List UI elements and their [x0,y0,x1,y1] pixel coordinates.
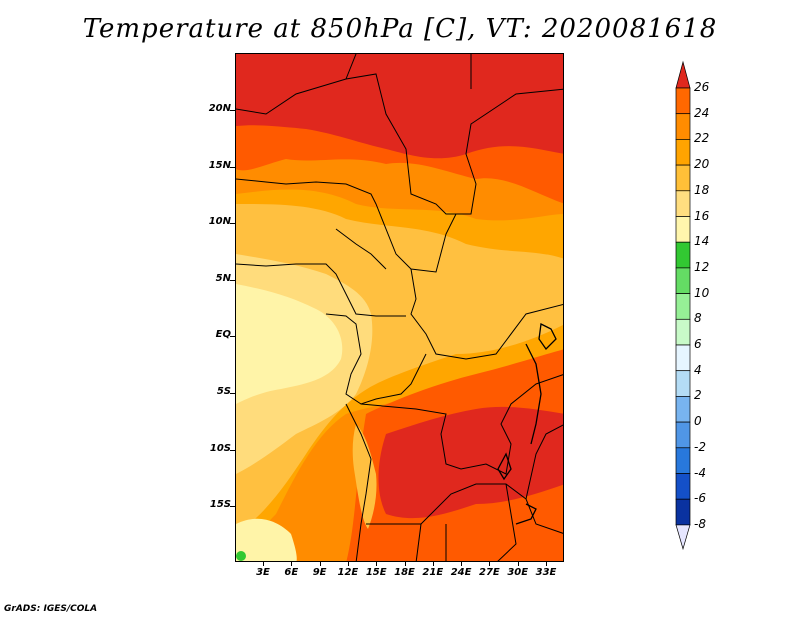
lake-outlines [497,323,557,525]
colorbar-label: 10 [694,285,710,300]
colorbar-swatch [675,190,691,217]
longitude-tick [404,562,406,566]
latitude-label: EQ [215,329,231,341]
colorbar [675,60,691,551]
latitude-label: 5S [216,386,231,397]
longitude-tick [546,562,547,566]
colorbar-bottom-arrow [675,524,691,551]
longitude-tick [263,562,264,566]
colorbar-label: 12 [694,259,710,274]
colorbar-label: 16 [694,208,710,223]
longitude-label: 24E [450,567,472,578]
latitude-label: 10N [208,216,231,228]
latitude-label: 15S [209,499,231,511]
latitude-tick [230,506,235,508]
longitude-label: 3E [256,567,270,578]
latitude-tick [230,110,235,111]
colorbar-swatch [675,139,691,166]
latitude-label: 15N [208,159,231,171]
longitude-tick [347,562,349,566]
colorbar-swatch [675,498,691,526]
colorbar-swatch [675,87,691,115]
country-borders [236,54,563,561]
longitude-label: 6E [284,567,299,578]
colorbar-swatch [675,164,691,192]
colorbar-label: 22 [694,131,710,146]
colorbar-label: 18 [694,182,710,197]
field-band-14 [236,284,343,404]
colorbar-swatch [675,113,691,140]
colorbar-label: 8 [694,311,702,326]
page-title: Temperature at 850hPa [C], VT: 202008161… [82,14,718,44]
longitude-label: 33E [535,567,557,578]
colorbar-label: 0 [694,414,702,429]
field-spot-12 [236,551,246,561]
temperature-map [235,53,564,562]
longitude-tick [461,562,463,566]
longitude-label: 30E [507,567,529,578]
latitude-tick [230,223,235,225]
colorbar-swatch [675,344,691,372]
field-band-26-south [378,406,563,519]
longitude-label: 18E [394,567,415,578]
field-band-26-north [236,54,563,159]
field-band-14-southwest [236,518,297,561]
longitude-label: 27E [479,567,500,578]
colorbar-swatch [675,447,691,474]
latitude-label: 10S [209,442,231,454]
longitude-tick [432,562,434,566]
colorbar-swatch [675,473,691,500]
colorbar-swatch [675,293,691,320]
colorbar-label: -2 [694,439,706,454]
latitude-tick [230,279,235,281]
colorbar-label: 24 [694,105,710,120]
longitude-tick [489,562,491,566]
credit-text: GrADS: IGES/COLA [4,604,98,614]
colorbar-swatch [675,370,691,397]
longitude-tick [291,562,293,566]
colorbar-label: 2 [694,388,702,403]
longitude-label: 9E [312,567,327,578]
colorbar-swatch [675,318,691,346]
colorbar-swatch [675,396,691,423]
latitude-label: 5N [215,272,231,284]
colorbar-label: 20 [694,157,710,172]
field-band-18-coast [352,424,377,529]
longitude-tick [376,562,378,566]
colorbar-label: -8 [694,516,706,531]
latitude-label: 20N [208,103,231,114]
latitude-tick [230,166,235,168]
longitude-tick [517,562,519,566]
colorbar-label: 26 [694,80,710,94]
colorbar-label: -4 [694,465,706,480]
colorbar-swatch [675,267,691,294]
temperature-field [236,54,563,561]
colorbar-label: 4 [694,362,702,377]
longitude-tick [319,562,321,566]
colorbar-label: 6 [694,337,702,351]
latitude-tick [230,393,235,394]
longitude-label: 21E [422,567,444,578]
colorbar-swatch [675,421,691,449]
colorbar-swatch [675,241,691,269]
colorbar-label: 14 [694,234,710,249]
colorbar-swatch [675,216,691,243]
latitude-tick [230,336,235,338]
longitude-label: 12E [337,567,359,578]
colorbar-top-arrow [675,60,691,89]
colorbar-label: -6 [694,491,706,506]
longitude-label: 15E [365,567,387,578]
latitude-tick [230,449,235,451]
